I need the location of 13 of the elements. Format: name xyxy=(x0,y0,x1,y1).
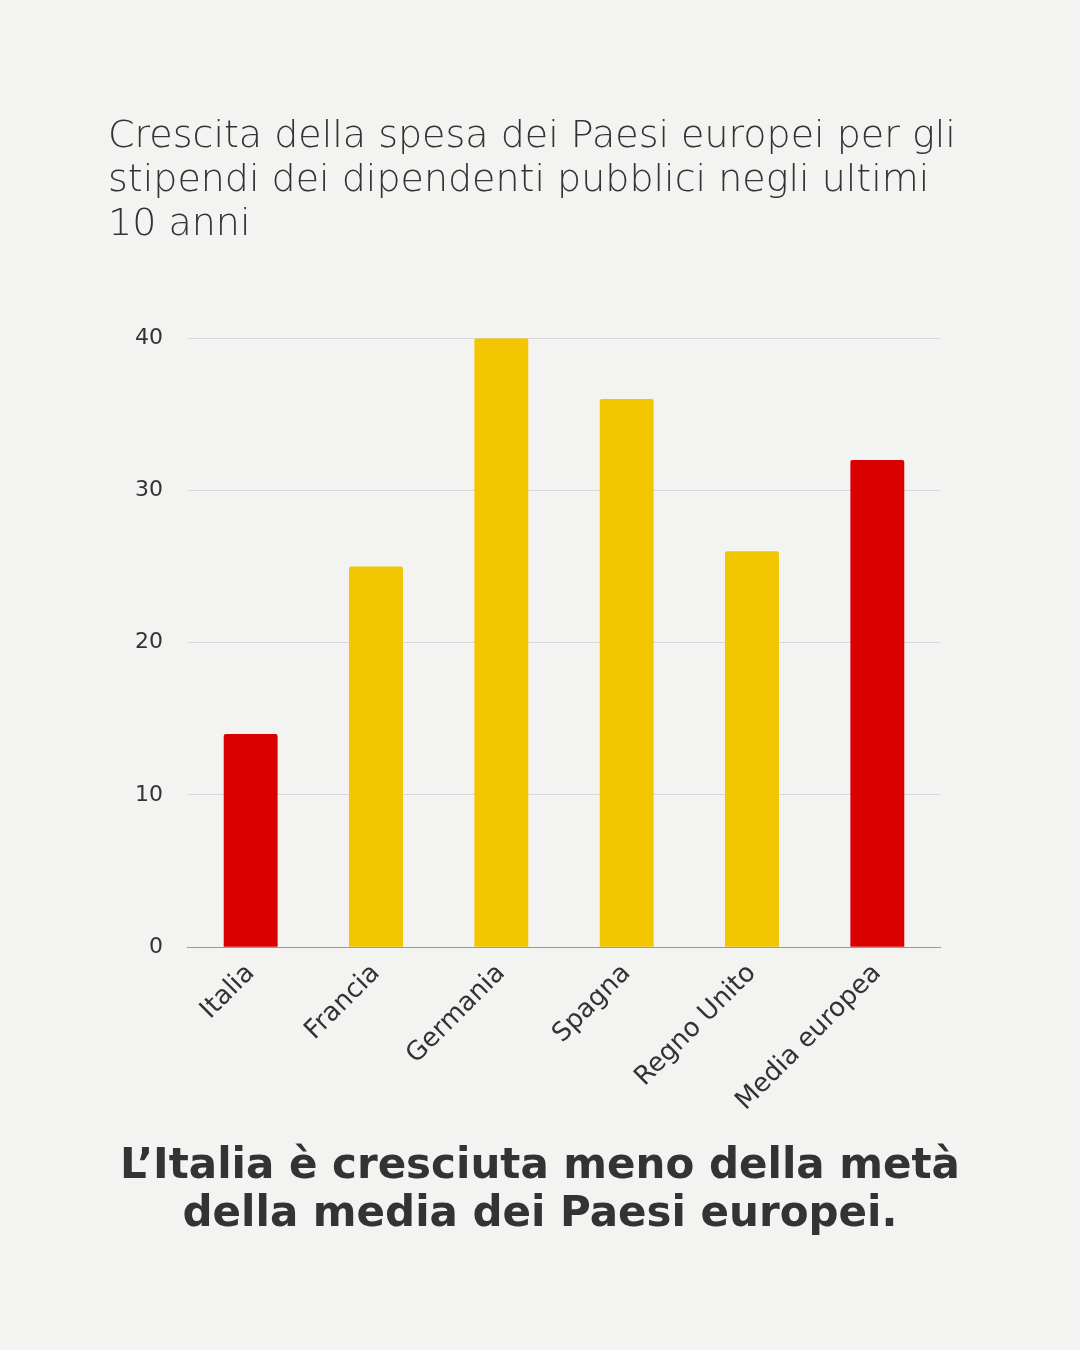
bar xyxy=(474,338,529,947)
text: L’Italia è cresciuta meno della metà della media dei Paesi europei. xyxy=(119,1139,961,1236)
bar xyxy=(223,734,278,947)
y-tick-label: 20 xyxy=(134,628,163,654)
bar xyxy=(599,399,654,947)
bar xyxy=(349,566,403,947)
bar xyxy=(725,551,779,947)
bar xyxy=(850,460,905,947)
y-tick-label: 0 xyxy=(148,932,163,958)
y-tick-label: 40 xyxy=(134,323,163,349)
y-tick-label: 30 xyxy=(134,476,163,502)
y-tick-label: 10 xyxy=(134,780,163,806)
chart-title: Crescita della spesa dei Paesi europei per gli stipendi dei dipendenti pubblici negli ultimi 10 anni xyxy=(108,112,957,244)
